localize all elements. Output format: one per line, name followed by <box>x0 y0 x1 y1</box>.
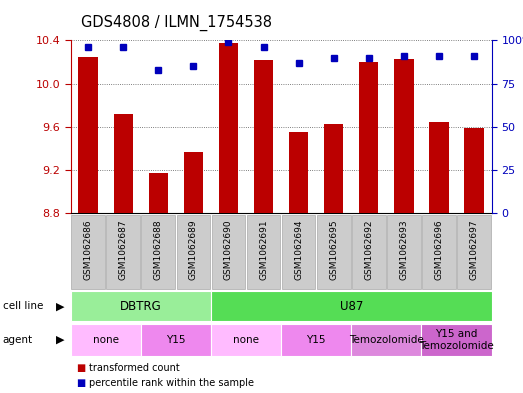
Bar <box>149 173 168 213</box>
Bar <box>281 324 351 356</box>
Text: U87: U87 <box>339 299 363 313</box>
Text: GSM1062686: GSM1062686 <box>84 220 93 280</box>
Bar <box>212 215 245 289</box>
Bar <box>289 132 308 213</box>
Bar <box>352 215 385 289</box>
Text: cell line: cell line <box>3 301 43 311</box>
Bar <box>254 60 273 213</box>
Bar <box>359 62 379 213</box>
Text: ▶: ▶ <box>56 301 64 311</box>
Bar <box>324 124 344 213</box>
Bar <box>394 59 414 213</box>
Text: Y15 and
Temozolomide: Y15 and Temozolomide <box>419 329 494 351</box>
Bar <box>106 215 140 289</box>
Text: none: none <box>233 335 259 345</box>
Bar <box>422 324 492 356</box>
Bar <box>247 215 280 289</box>
Bar <box>429 121 449 213</box>
Bar <box>351 324 422 356</box>
Text: transformed count: transformed count <box>89 363 180 373</box>
Text: GSM1062690: GSM1062690 <box>224 220 233 280</box>
Bar <box>177 215 210 289</box>
Text: GSM1062689: GSM1062689 <box>189 220 198 280</box>
Bar <box>113 114 133 213</box>
Text: ▶: ▶ <box>56 335 64 345</box>
Text: GSM1062697: GSM1062697 <box>470 220 479 280</box>
Bar <box>219 42 238 213</box>
Bar <box>71 215 105 289</box>
Bar <box>457 215 491 289</box>
Bar <box>282 215 315 289</box>
Bar <box>142 215 175 289</box>
Bar <box>184 152 203 213</box>
Text: Temozolomide: Temozolomide <box>349 335 424 345</box>
Bar <box>422 215 456 289</box>
Text: GDS4808 / ILMN_1754538: GDS4808 / ILMN_1754538 <box>81 15 272 31</box>
Text: none: none <box>93 335 119 345</box>
Text: Y15: Y15 <box>166 335 186 345</box>
Bar <box>71 324 141 356</box>
Text: GSM1062687: GSM1062687 <box>119 220 128 280</box>
Text: GSM1062692: GSM1062692 <box>365 220 373 280</box>
Text: Y15: Y15 <box>306 335 326 345</box>
Text: percentile rank within the sample: percentile rank within the sample <box>89 378 254 387</box>
Text: GSM1062693: GSM1062693 <box>400 220 408 280</box>
Bar <box>464 128 484 213</box>
Text: DBTRG: DBTRG <box>120 299 162 313</box>
Text: ■: ■ <box>76 378 85 387</box>
Bar <box>78 57 98 213</box>
Bar <box>71 291 211 321</box>
Text: GSM1062696: GSM1062696 <box>435 220 444 280</box>
Bar <box>317 215 350 289</box>
Bar <box>211 291 492 321</box>
Text: GSM1062688: GSM1062688 <box>154 220 163 280</box>
Text: ■: ■ <box>76 363 85 373</box>
Text: agent: agent <box>3 335 33 345</box>
Text: GSM1062694: GSM1062694 <box>294 220 303 280</box>
Bar <box>387 215 420 289</box>
Bar <box>141 324 211 356</box>
Text: GSM1062695: GSM1062695 <box>329 220 338 280</box>
Text: GSM1062691: GSM1062691 <box>259 220 268 280</box>
Bar <box>211 324 281 356</box>
